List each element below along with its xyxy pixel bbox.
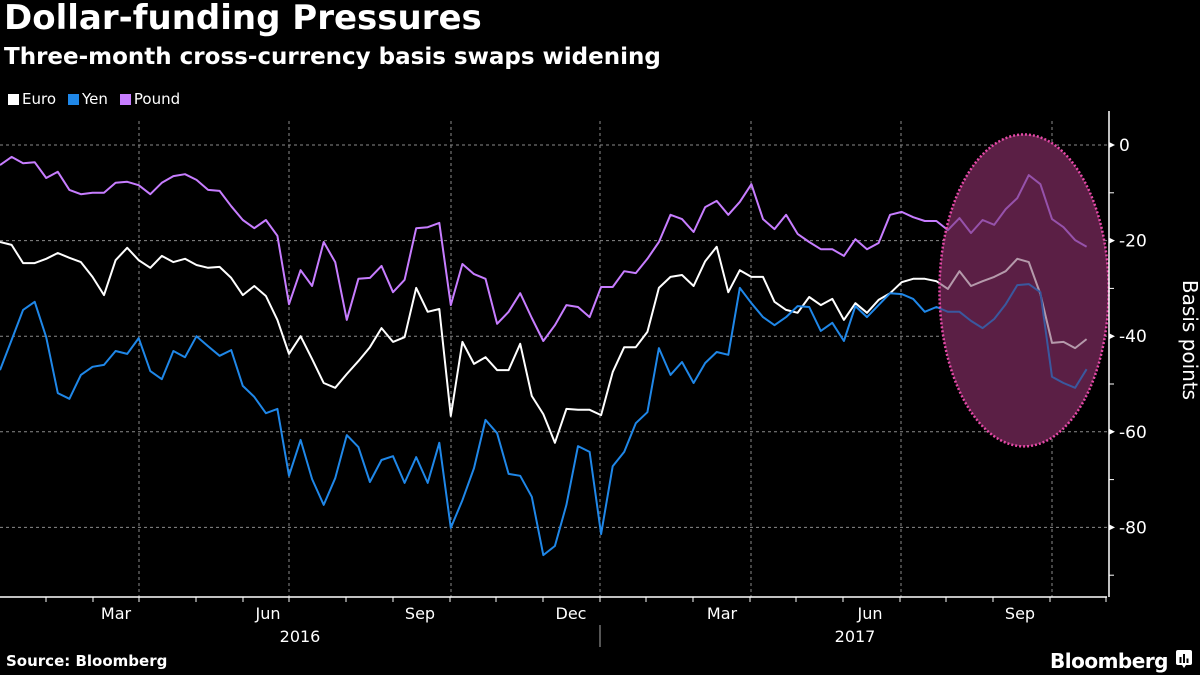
y-tick-label: -60 bbox=[1119, 423, 1147, 443]
y-tick bbox=[1109, 333, 1115, 340]
y-tick-label: -20 bbox=[1119, 232, 1147, 252]
highlight-ellipse-border bbox=[938, 133, 1110, 448]
highlight-ellipse bbox=[939, 134, 1109, 447]
legend-swatch-pound bbox=[119, 93, 131, 105]
legend-item-euro: Euro bbox=[8, 90, 56, 108]
y-tick-label: -40 bbox=[1119, 327, 1147, 347]
x-tick-label: Mar bbox=[707, 604, 738, 623]
legend-item-yen: Yen bbox=[68, 90, 108, 108]
highlight-overlay bbox=[938, 133, 1110, 448]
series-lines bbox=[0, 155, 1088, 557]
chart-title: Dollar-funding Pressures bbox=[4, 0, 482, 38]
bloomberg-logo: Bloomberg bbox=[1050, 649, 1168, 673]
y-tick bbox=[1109, 524, 1115, 531]
legend-label-yen: Yen bbox=[82, 90, 108, 108]
bloomberg-chart-icon bbox=[1176, 650, 1192, 668]
series-line-yen bbox=[0, 283, 1088, 557]
x-year-label: 2016 bbox=[280, 627, 321, 646]
legend-label-euro: Euro bbox=[22, 90, 56, 108]
y-tick bbox=[1109, 142, 1115, 148]
y-tick bbox=[1109, 237, 1115, 244]
x-year-label: 2017 bbox=[835, 627, 876, 646]
source-note: Source: Bloomberg bbox=[6, 652, 168, 670]
chart-subtitle: Three-month cross-currency basis swaps w… bbox=[4, 44, 661, 70]
y-tick-label: 0 bbox=[1119, 136, 1130, 156]
gridlines bbox=[0, 121, 1109, 597]
legend-item-pound: Pound bbox=[119, 90, 181, 108]
x-tick-label: Jun bbox=[255, 604, 281, 623]
x-tick-label: Mar bbox=[101, 604, 132, 623]
legend: Euro Yen Pound bbox=[8, 90, 180, 108]
legend-swatch-yen bbox=[68, 93, 79, 105]
series-line-pound bbox=[0, 155, 1088, 342]
highlight-layer bbox=[939, 134, 1109, 447]
x-tick-label: Sep bbox=[1005, 604, 1035, 623]
x-tick-label: Sep bbox=[405, 604, 435, 623]
legend-label-pound: Pound bbox=[133, 90, 181, 108]
x-tick-label: Dec bbox=[556, 604, 587, 623]
series-line-euro bbox=[0, 241, 1088, 444]
legend-swatch-euro bbox=[8, 93, 19, 105]
y-tick-label: -80 bbox=[1119, 518, 1147, 538]
y-tick bbox=[1109, 428, 1115, 435]
y-axis-label: Basis points bbox=[1178, 280, 1200, 400]
y-axis: 0 -20 -40 -60 -80 bbox=[1108, 111, 1147, 597]
x-axis: Mar Jun Sep Dec Mar Jun Sep 2016 2017 bbox=[0, 596, 1107, 647]
x-tick-label: Jun bbox=[857, 604, 883, 623]
